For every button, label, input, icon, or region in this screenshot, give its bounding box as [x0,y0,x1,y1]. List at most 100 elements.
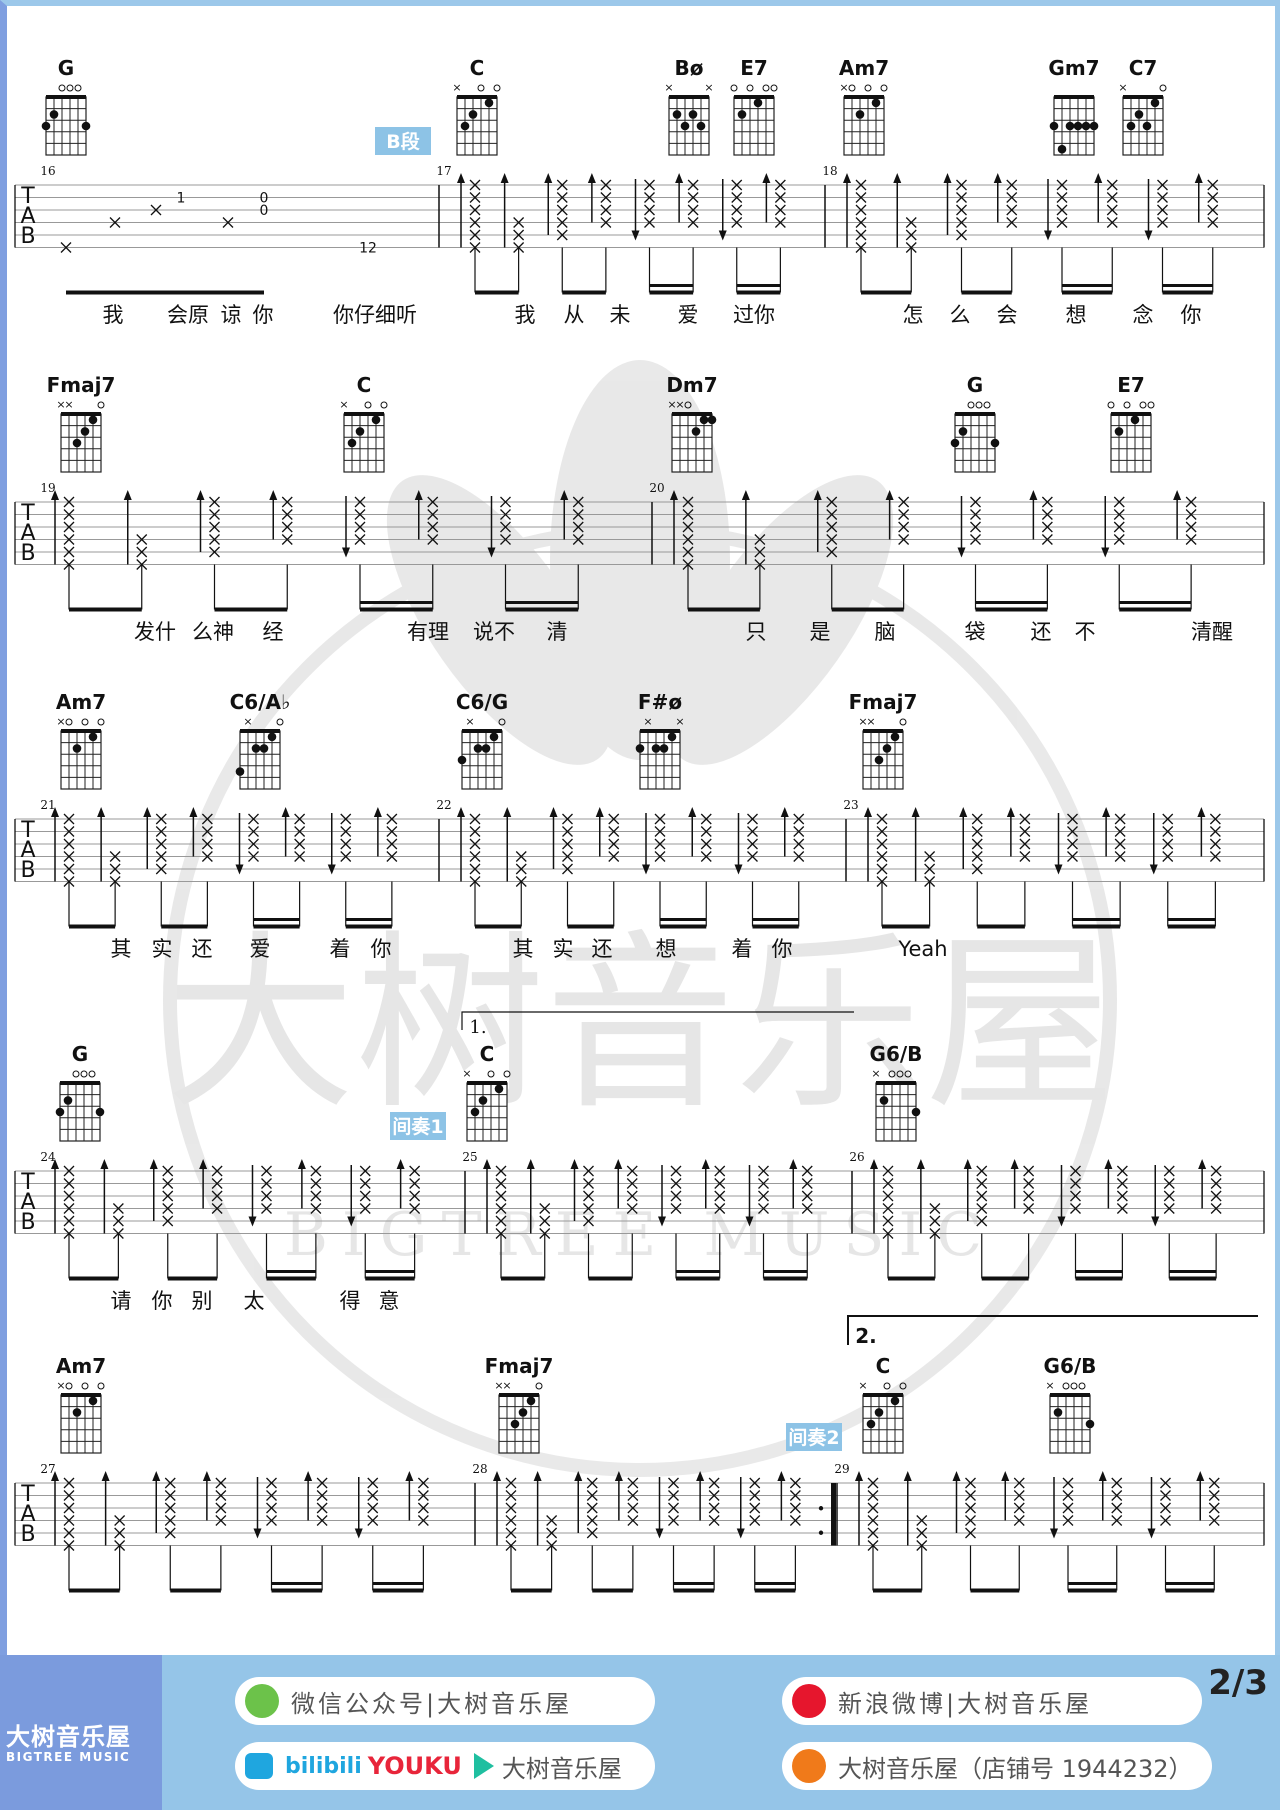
lyric: 想 [1066,303,1087,327]
open-string-mark [97,401,105,409]
x-mark [354,509,366,520]
finger-dot [1150,98,1160,108]
finger-dot [890,1396,900,1406]
arrowhead [675,173,684,183]
taobao-link[interactable]: 大树音乐屋（店铺号 1944232） [782,1742,1212,1790]
finger-dot [460,121,470,131]
chord-diagram: × [858,1379,907,1454]
x-mark [668,1490,679,1501]
arrowhead [655,1528,664,1539]
lyric: 经 [263,620,284,644]
arrowhead [1054,864,1063,875]
x-mark [970,521,981,533]
muted-string-mark: × [56,398,65,411]
open-string-mark [74,84,82,92]
x-mark [1162,838,1174,850]
x-mark [505,1490,517,1501]
arrowhead [1010,1159,1019,1169]
x-mark [572,496,584,508]
x-mark [670,1165,682,1177]
x-mark [495,1203,507,1214]
x-mark [714,1178,726,1189]
x-mark [562,863,573,875]
chord-name: Fmaj7 [47,373,116,397]
arrowhead [943,173,952,183]
lyric: 说不 [473,620,515,644]
x-mark [1210,1203,1222,1214]
arrowhead [1197,807,1206,817]
x-mark [340,813,352,825]
x-mark [1116,1178,1128,1189]
finger-dot [347,438,357,448]
arrowhead [1196,1471,1205,1481]
x-mark [758,1165,769,1177]
video-links[interactable]: bilibili YOUKU 大树音乐屋 [235,1742,655,1790]
muted-string-mark: × [502,1379,511,1392]
x-mark [1111,1477,1123,1489]
arrowhead [595,807,604,817]
arrowhead [762,173,771,183]
arrowhead [457,173,465,183]
x-mark [1116,1190,1128,1202]
x-mark [63,1178,75,1189]
arrowhead [780,807,789,817]
x-mark [670,1178,682,1189]
x-mark [1041,509,1053,520]
x-mark [644,217,655,228]
x-mark [583,1190,594,1202]
x-mark [855,179,867,191]
x-mark [867,1527,879,1539]
muted-string-mark: × [667,398,676,411]
measure-number: 25 [462,1150,477,1164]
arrowhead [549,807,558,817]
x-mark [1106,204,1118,216]
chord-nut [1054,95,1094,99]
chord-grid [1049,1394,1091,1454]
x-mark [261,1165,272,1177]
x-mark [209,509,220,520]
x-mark [583,1203,594,1214]
x-mark [600,179,612,191]
x-mark [956,192,967,203]
wechat-link[interactable]: 微信公众号|大树音乐屋 [235,1677,655,1725]
x-mark [971,863,983,875]
section-label: 间奏2 [786,1423,842,1451]
lyric: 清醒 [1191,620,1233,644]
x-mark [513,229,525,241]
x-mark [1116,1165,1128,1177]
measure-number: 23 [843,798,858,812]
bilibili-tv-icon [245,1753,273,1779]
chord-grid [1110,413,1152,473]
x-mark [281,521,293,533]
open-string-mark [503,1070,511,1078]
x-mark [539,1203,551,1214]
x-mark [687,192,699,203]
weibo-label: 新浪微博|大树音乐屋 [838,1689,1093,1718]
x-mark [687,204,699,216]
x-mark [1106,217,1118,228]
arrowhead [734,864,743,875]
x-mark [876,813,888,825]
finger-dot [510,1419,520,1429]
weibo-link[interactable]: 新浪微博|大树音乐屋 [782,1677,1202,1725]
finger-dot [371,415,381,425]
x-mark [1013,1490,1025,1501]
chord-diagram [1049,95,1099,156]
x-mark [586,1515,598,1526]
x-mark [63,546,75,558]
chord-diagram [41,84,91,156]
x-mark [668,1515,679,1526]
x-mark [1019,838,1031,850]
x-mark [63,838,75,850]
x-mark [876,826,888,837]
arrowhead [959,807,968,817]
arrowhead [1151,1216,1160,1227]
lyric: 只 [746,620,767,644]
chord-name: E7 [1117,373,1145,397]
open-string-mark [730,84,738,92]
open-string-mark [967,401,975,409]
repeat-dot [818,1506,824,1511]
arrowhead [570,1159,579,1169]
arrowhead [1102,807,1111,817]
